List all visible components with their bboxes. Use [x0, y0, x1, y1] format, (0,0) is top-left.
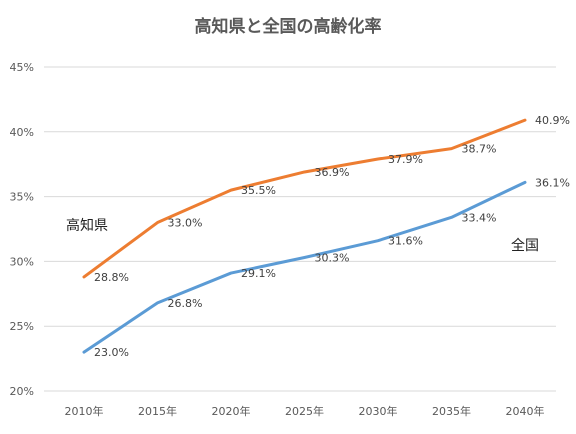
data-label: 40.9% — [535, 114, 570, 127]
y-tick-label: 35% — [10, 191, 34, 204]
x-tick-label: 2010年 — [65, 404, 104, 418]
x-tick-label: 2015年 — [138, 404, 177, 418]
x-axis-ticks: 2010年 2015年 2020年 2025年 2030年 2035年 2040年 — [65, 404, 545, 418]
data-label: 36.9% — [315, 166, 350, 179]
y-tick-label: 20% — [10, 385, 34, 398]
x-tick-label: 2030年 — [359, 404, 398, 418]
data-label: 35.5% — [241, 184, 276, 197]
series-lines — [82, 118, 527, 354]
data-label: 37.9% — [388, 153, 423, 166]
data-labels: 28.8% 33.0% 35.5% 36.9% 37.9% 38.7% 40.9% 23.0%… — [94, 114, 570, 359]
data-label: 36.1% — [535, 176, 570, 189]
data-label: 38.7% — [462, 143, 497, 156]
x-tick-label: 2040年 — [506, 404, 545, 418]
data-label: 26.8% — [168, 297, 203, 310]
x-tick-label: 2025年 — [285, 404, 324, 418]
series-line — [82, 118, 527, 279]
y-tick-label: 40% — [10, 126, 34, 139]
y-axis-ticks: 20% 25% 30% 35% 40% 45% — [10, 61, 34, 398]
data-label: 33.0% — [168, 217, 203, 230]
series-name-label: 全国 — [511, 237, 539, 254]
data-label: 29.1% — [241, 267, 276, 280]
x-tick-label: 2020年 — [212, 404, 251, 418]
series-name-label: 高知県 — [66, 217, 108, 234]
y-tick-label: 25% — [10, 320, 34, 333]
data-label: 28.8% — [94, 271, 129, 284]
data-label: 30.3% — [315, 252, 350, 265]
data-label: 31.6% — [388, 235, 423, 248]
data-label: 23.0% — [94, 346, 129, 359]
chart-title: 高知県と全国の高齢化率 — [195, 16, 382, 37]
series-line — [82, 180, 527, 354]
y-tick-label: 45% — [10, 61, 34, 74]
gridlines — [44, 66, 556, 392]
x-tick-label: 2035年 — [432, 404, 471, 418]
y-tick-label: 30% — [10, 255, 34, 268]
data-label: 33.4% — [462, 211, 497, 224]
